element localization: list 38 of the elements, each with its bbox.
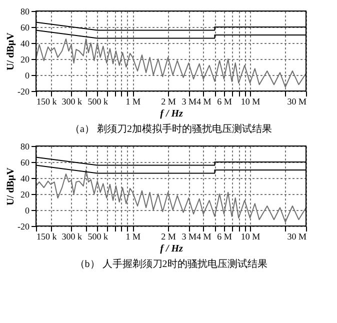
y-axis-title: U/ dBμV bbox=[6, 32, 17, 70]
x-tick-label: 3 M bbox=[182, 232, 197, 242]
y-tick-label: -20 bbox=[18, 222, 30, 232]
text: （b） 人手握剃须刀2时的骚扰电压测试结果 bbox=[74, 258, 268, 270]
y-tick-label: 20 bbox=[20, 190, 30, 200]
x-tick-label: 2 M bbox=[161, 96, 176, 106]
y-tick-label: 80 bbox=[20, 6, 30, 16]
y-tick-label: 80 bbox=[20, 142, 30, 152]
x-tick-label: 500 k bbox=[88, 232, 108, 242]
y-tick-label: 40 bbox=[20, 38, 30, 48]
x-tick-label: 6 M bbox=[217, 232, 232, 242]
x-tick-label: 150 k bbox=[36, 96, 58, 106]
y-tick-label: 60 bbox=[20, 22, 30, 32]
x-tick-label: 150 k bbox=[36, 232, 58, 242]
x-tick-label: 300 k bbox=[62, 96, 82, 106]
x-tick-label: 30 M bbox=[287, 232, 306, 242]
x-tick-label: 1 M bbox=[126, 96, 141, 106]
x-tick-label: 30 M bbox=[287, 96, 306, 106]
x-tick-label: 3 M bbox=[182, 96, 197, 106]
x-tick-label: 4 M bbox=[196, 232, 212, 242]
y-tick-label: -20 bbox=[18, 86, 30, 96]
y-tick-label: 40 bbox=[20, 174, 30, 184]
y-axis-title: U/ dBμV bbox=[6, 166, 17, 206]
x-tick-label: 500 k bbox=[88, 96, 108, 106]
x-axis-title: f / Hz bbox=[160, 244, 183, 254]
x-tick-label: 10 M bbox=[240, 96, 260, 106]
y-tick-label: 60 bbox=[20, 158, 30, 168]
y-tick-label: 20 bbox=[20, 54, 30, 64]
x-tick-label: 4 M bbox=[196, 96, 212, 106]
text: （a） 剃须刀2加模拟手时的骚扰电压测试结果 bbox=[70, 123, 272, 135]
x-tick-label: 2 M bbox=[161, 232, 176, 242]
y-tick-label: 0 bbox=[25, 70, 30, 80]
x-tick-label: 300 k bbox=[62, 232, 82, 242]
x-tick-label: 1 M bbox=[126, 232, 141, 242]
y-tick-label: 0 bbox=[25, 206, 30, 216]
x-axis-title: f / Hz bbox=[160, 108, 183, 120]
x-tick-label: 10 M bbox=[240, 232, 260, 242]
x-tick-label: 6 M bbox=[217, 96, 232, 106]
